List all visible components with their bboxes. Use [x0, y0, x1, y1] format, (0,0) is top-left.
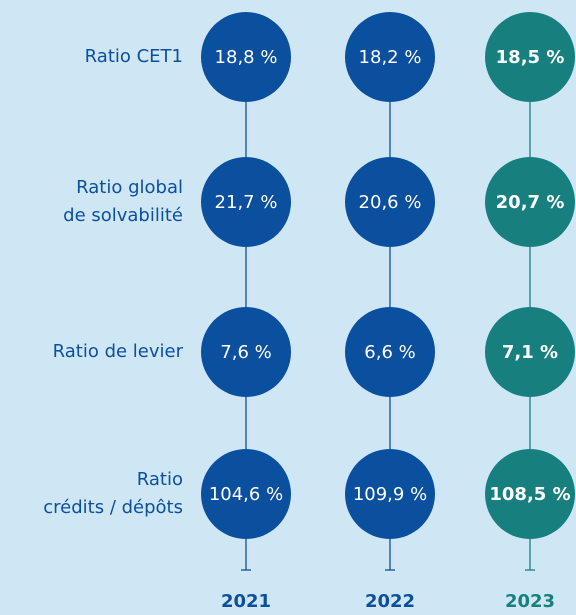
value-text: 21,7 % — [215, 192, 278, 213]
value-circle — [485, 307, 575, 397]
value-circle — [201, 12, 291, 102]
value-text: 18,2 % — [359, 47, 422, 68]
value-circle — [345, 12, 435, 102]
row-label: Ratio — [137, 469, 183, 490]
value-circle — [485, 449, 575, 539]
value-text: 108,5 % — [489, 484, 570, 505]
value-circle — [201, 307, 291, 397]
row-label: Ratio de levier — [53, 341, 184, 362]
value-text: 6,6 % — [364, 342, 415, 363]
year-label: 2022 — [365, 591, 415, 612]
value-circle — [345, 307, 435, 397]
value-circle — [345, 157, 435, 247]
row-label: crédits / dépôts — [43, 497, 183, 518]
value-text: 7,6 % — [220, 342, 271, 363]
year-label: 2021 — [221, 591, 271, 612]
value-text: 20,7 % — [496, 192, 565, 213]
value-circle — [485, 157, 575, 247]
value-text: 20,6 % — [359, 192, 422, 213]
year-label: 2023 — [505, 591, 555, 612]
value-text: 18,5 % — [496, 47, 565, 68]
row-label: Ratio CET1 — [85, 46, 183, 67]
value-circle — [201, 449, 291, 539]
row-label: de solvabilité — [63, 205, 183, 226]
value-circle — [345, 449, 435, 539]
value-text: 104,6 % — [209, 484, 283, 505]
row-label: Ratio global — [76, 177, 183, 198]
value-circle — [201, 157, 291, 247]
value-text: 18,8 % — [215, 47, 278, 68]
value-text: 109,9 % — [353, 484, 427, 505]
value-text: 7,1 % — [502, 342, 558, 363]
value-circle — [485, 12, 575, 102]
